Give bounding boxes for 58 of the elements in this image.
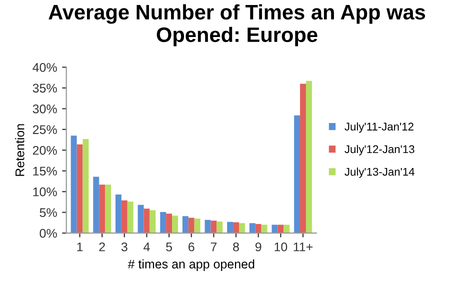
bar bbox=[138, 204, 144, 234]
bar bbox=[150, 210, 156, 234]
y-tick-label: 5% bbox=[40, 208, 57, 218]
x-tick-label: 2 bbox=[99, 242, 105, 252]
y-tick-label: 35% bbox=[32, 84, 57, 93]
bar bbox=[272, 224, 278, 234]
x-tick-label: 9 bbox=[255, 242, 262, 252]
bar bbox=[210, 220, 217, 234]
bar bbox=[93, 176, 100, 234]
bar bbox=[105, 184, 112, 234]
bar bbox=[121, 200, 128, 234]
bar bbox=[216, 221, 223, 234]
bar bbox=[188, 218, 194, 234]
legend-label: July'13-Jan'14 bbox=[344, 168, 414, 178]
bar bbox=[306, 80, 312, 234]
chart-title: Average Number of Times an App was Opened: Europe bbox=[48, 4, 426, 46]
x-axis-title: # times an app opened bbox=[128, 259, 254, 271]
bar bbox=[239, 223, 245, 234]
x-tick-label: 5 bbox=[166, 242, 172, 252]
bar bbox=[127, 202, 134, 234]
y-axis-title: Retention bbox=[15, 124, 24, 176]
x-tick-label: 1 bbox=[77, 242, 83, 252]
y-tick-label: 0% bbox=[40, 228, 57, 238]
bar bbox=[99, 184, 106, 234]
legend-label: July'12-Jan'13 bbox=[344, 144, 414, 156]
y-tick-label: 10% bbox=[33, 187, 57, 196]
bar bbox=[233, 222, 240, 234]
bar bbox=[160, 212, 166, 234]
x-tick-label: 11+ bbox=[294, 242, 313, 252]
y-tick-label: 20% bbox=[32, 146, 57, 155]
bar bbox=[115, 194, 122, 234]
bar bbox=[255, 224, 262, 234]
x-tick-label: 10 bbox=[274, 242, 288, 252]
x-tick-label: 4 bbox=[144, 242, 150, 252]
y-tick-label: 30% bbox=[32, 104, 57, 114]
bar bbox=[172, 216, 178, 234]
bar bbox=[261, 224, 268, 234]
legend-label: July'11-Jan'12 bbox=[344, 122, 414, 133]
x-tick-label: 7 bbox=[210, 242, 217, 252]
y-tick-label: 15% bbox=[33, 166, 57, 176]
x-tick-label: 8 bbox=[233, 242, 239, 252]
y-tick-label: 40% bbox=[32, 63, 57, 72]
bar bbox=[300, 84, 306, 234]
bar bbox=[284, 224, 290, 234]
x-tick-label: 6 bbox=[188, 242, 194, 252]
x-tick-label: 3 bbox=[121, 242, 128, 252]
bar bbox=[70, 136, 77, 234]
bar bbox=[166, 214, 172, 234]
bar bbox=[182, 216, 188, 234]
y-tick-label: 25% bbox=[32, 125, 57, 134]
bar bbox=[294, 115, 300, 234]
bar bbox=[227, 222, 234, 234]
bar bbox=[249, 223, 256, 234]
bar bbox=[76, 144, 83, 234]
bar bbox=[278, 224, 284, 234]
bar bbox=[194, 218, 200, 234]
bar bbox=[144, 208, 150, 234]
bar bbox=[82, 138, 89, 234]
